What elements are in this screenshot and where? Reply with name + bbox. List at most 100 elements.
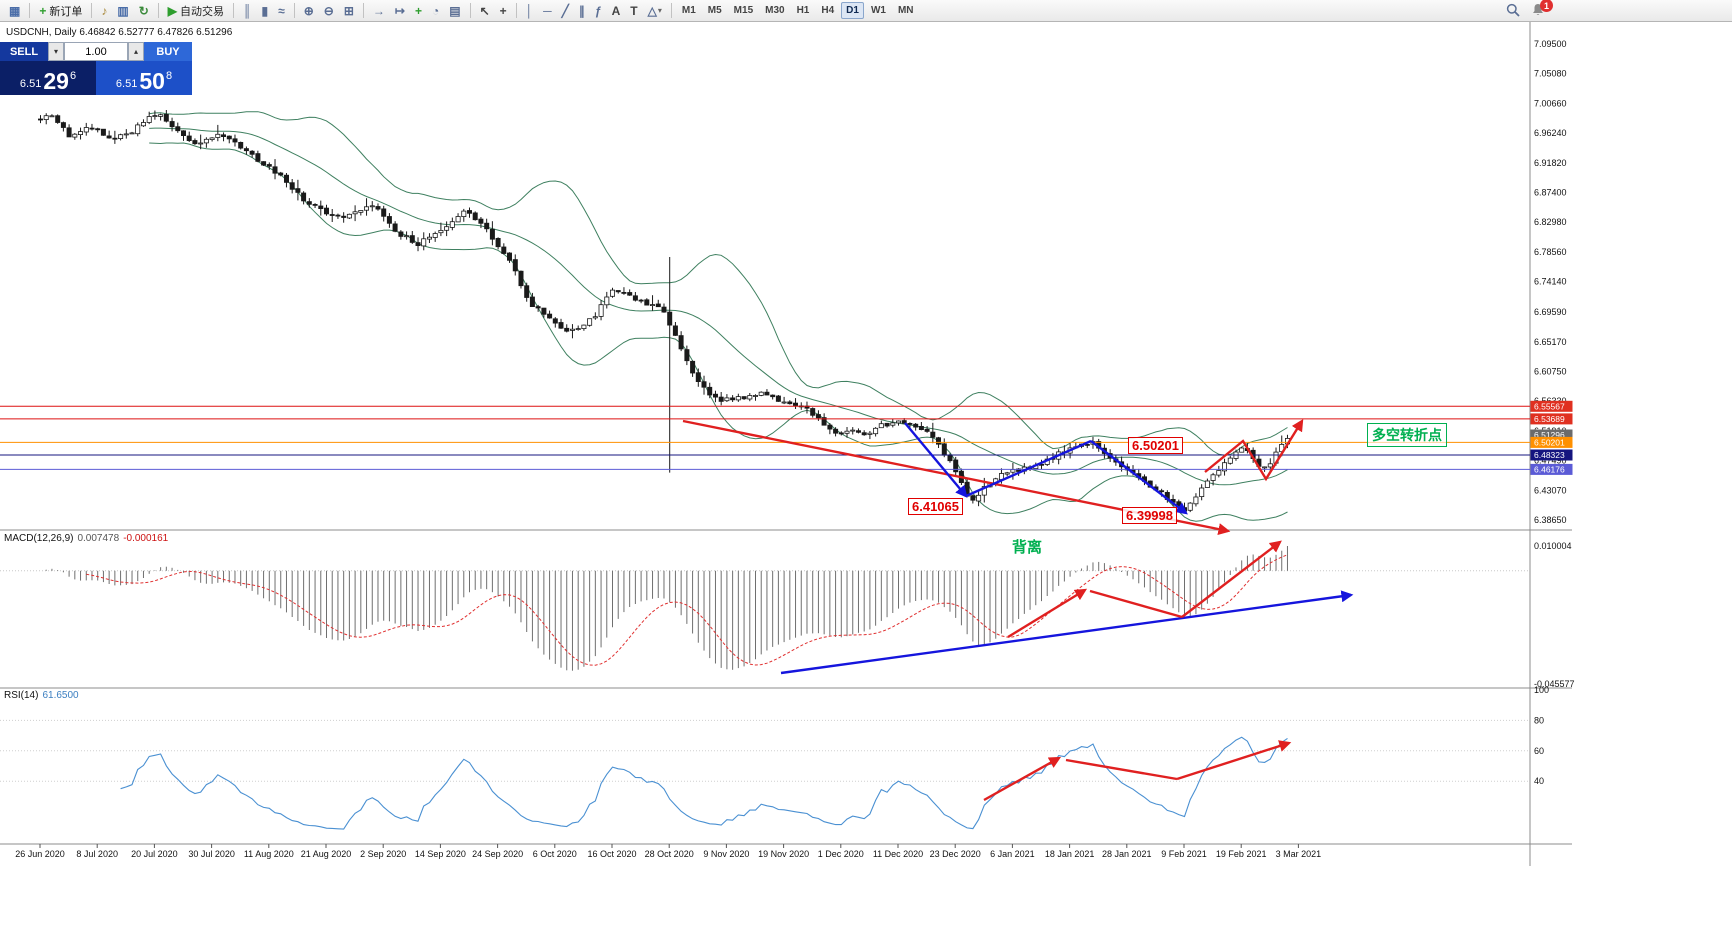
trend-arrow-blue[interactable] [965, 439, 1092, 498]
trend-arrow-red[interactable] [1007, 588, 1088, 639]
vertical-line-icon[interactable]: │ [525, 3, 534, 18]
toolbar-right-icons: 1 [1506, 0, 1553, 17]
main-toolbar: ▦ + 新订单 ♪ ▥ ↻ ▶ 自动交易 ║ ▮ ≈ ⊕ ⊖ ⊞ → ↦ + ◔ ▤ ↖ + │ ─ ╱ ∥ ƒ A T △ ▾ M1 M5 M… [0, 0, 1732, 22]
timeframe-h4[interactable]: H4 [821, 5, 835, 16]
timeframe-w1[interactable]: W1 [870, 5, 886, 16]
volume-decrease-button[interactable]: ▾ [48, 42, 64, 61]
chart-shift-icon[interactable]: ↦ [394, 3, 405, 18]
svg-text:6.69590: 6.69590 [1534, 307, 1567, 317]
toolbar-separator [233, 3, 234, 18]
buy-price-point: 8 [165, 70, 173, 82]
timeframe-m15[interactable]: M15 [733, 5, 754, 16]
candlestick-chart-type-icon[interactable]: ▮ [261, 3, 269, 18]
autotrading-button[interactable]: ▶ 自动交易 [167, 3, 224, 18]
svg-text:18 Jan 2021: 18 Jan 2021 [1045, 849, 1095, 859]
trend-arrow-red[interactable] [1089, 589, 1183, 619]
volume-input[interactable] [64, 42, 128, 61]
svg-text:23 Dec 2020: 23 Dec 2020 [930, 849, 981, 859]
bollinger-bands [149, 111, 1288, 522]
notifications-bell-icon[interactable]: 1 [1531, 0, 1553, 17]
svg-text:3 Mar 2021: 3 Mar 2021 [1276, 849, 1322, 859]
search-icon[interactable] [1506, 3, 1520, 17]
svg-text:6.51296: 6.51296 [1534, 430, 1565, 440]
trend-arrow-red[interactable] [1065, 758, 1178, 781]
rsi-value: 61.6500 [42, 690, 79, 701]
volume-increase-button[interactable]: ▴ [128, 42, 144, 61]
toolbar-separator [362, 3, 364, 18]
trend-arrow-red[interactable] [1181, 540, 1282, 618]
sell-price-display[interactable]: 6.51 29 6 [0, 61, 96, 95]
indicators-icon[interactable]: + [414, 3, 422, 18]
label-tool-icon[interactable]: T [630, 3, 638, 18]
svg-text:7.00660: 7.00660 [1534, 98, 1567, 108]
svg-text:9 Feb 2021: 9 Feb 2021 [1161, 849, 1207, 859]
timeframe-mn[interactable]: MN [897, 5, 914, 16]
toolbar-separator [29, 3, 31, 18]
alerts-icon[interactable]: ♪ [101, 3, 108, 18]
zoom-out-icon[interactable]: ⊖ [323, 3, 334, 18]
periods-icon[interactable]: ◔ [431, 3, 440, 18]
toolbar-separator [293, 3, 295, 18]
time-axis: 26 Jun 2020 8 Jul 2020 20 Jul 2020 30 Jul 2… [15, 844, 1321, 859]
bar-chart-type-icon[interactable]: ║ [243, 3, 252, 18]
buy-button[interactable]: BUY [144, 42, 192, 61]
svg-text:7.09500: 7.09500 [1534, 39, 1567, 49]
horizontal-line-icon[interactable]: ─ [543, 3, 552, 18]
svg-text:8 Jul 2020: 8 Jul 2020 [76, 849, 118, 859]
trend-arrow-red[interactable] [983, 756, 1062, 802]
trend-arrow-blue[interactable] [1090, 440, 1188, 515]
buy-price-display[interactable]: 6.51 50 8 [96, 61, 192, 95]
svg-text:19 Nov 2020: 19 Nov 2020 [758, 849, 809, 859]
svg-text:14 Sep 2020: 14 Sep 2020 [415, 849, 466, 859]
zoom-in-icon[interactable]: ⊕ [303, 3, 314, 18]
svg-text:6.60750: 6.60750 [1534, 367, 1567, 377]
sell-button[interactable]: SELL [0, 42, 48, 61]
macd-signal-line [86, 554, 1288, 666]
text-tool-icon[interactable]: A [611, 3, 621, 18]
svg-text:6.47490: 6.47490 [1534, 456, 1567, 466]
chart-annotation: 多空转折点 [1367, 423, 1447, 447]
timeframe-h1[interactable]: H1 [796, 5, 810, 16]
timeframe-m30[interactable]: M30 [765, 5, 785, 16]
market-watch-icon[interactable]: ▥ [117, 3, 129, 18]
trend-arrow-blue[interactable] [904, 422, 968, 498]
trend-arrow-red[interactable] [1204, 418, 1304, 482]
crosshair-icon[interactable]: + [499, 3, 507, 18]
chart-window-icon[interactable]: ▦ [9, 3, 21, 18]
svg-text:6 Jan 2021: 6 Jan 2021 [990, 849, 1035, 859]
svg-text:19 Feb 2021: 19 Feb 2021 [1216, 849, 1267, 859]
timeframe-m5[interactable]: M5 [707, 5, 722, 16]
cursor-icon[interactable]: ↖ [479, 3, 490, 18]
shapes-tool-icon[interactable]: △ ▾ [647, 3, 662, 18]
templates-icon[interactable]: ▤ [449, 3, 461, 18]
line-chart-type-icon[interactable]: ≈ [278, 3, 285, 18]
trend-arrow-red[interactable] [1176, 740, 1292, 781]
channel-icon[interactable]: ∥ [578, 3, 585, 18]
price-axis: 7.09500 7.05080 7.00660 6.96240 6.91820 6.874… [1530, 39, 1573, 525]
buy-price-big-figure: 6.51 [115, 78, 138, 90]
svg-text:6.82980: 6.82980 [1534, 217, 1567, 227]
trend-arrow-blue[interactable] [780, 590, 1354, 675]
tile-windows-icon[interactable]: ⊞ [343, 3, 354, 18]
svg-text:24 Sep 2020: 24 Sep 2020 [472, 849, 523, 859]
chart-annotation: 6.50201 [1128, 437, 1183, 454]
refresh-community-icon[interactable]: ↻ [138, 3, 149, 18]
symbol-ohlc-line: USDCNH, Daily 6.46842 6.52777 6.47826 6.… [6, 27, 233, 38]
macd-indicator-label: MACD(12,26,9) 0.007478 -0.000161 [4, 533, 168, 544]
svg-text:6.78560: 6.78560 [1534, 247, 1567, 257]
timeframe-m1[interactable]: M1 [681, 5, 696, 16]
timeframe-d1[interactable]: D1 [841, 2, 864, 19]
toolbar-separator [91, 3, 93, 18]
fibonacci-icon[interactable]: ƒ [594, 3, 602, 18]
svg-text:-0.045577: -0.045577 [1534, 679, 1575, 689]
svg-text:28 Oct 2020: 28 Oct 2020 [645, 849, 694, 859]
trendline-icon[interactable]: ╱ [561, 3, 569, 18]
macd-histogram [45, 546, 1288, 671]
auto-scroll-icon[interactable]: → [372, 3, 385, 18]
new-order-button[interactable]: + 新订单 [39, 3, 83, 18]
svg-text:20 Jul 2020: 20 Jul 2020 [131, 849, 178, 859]
svg-text:6.74140: 6.74140 [1534, 277, 1567, 287]
